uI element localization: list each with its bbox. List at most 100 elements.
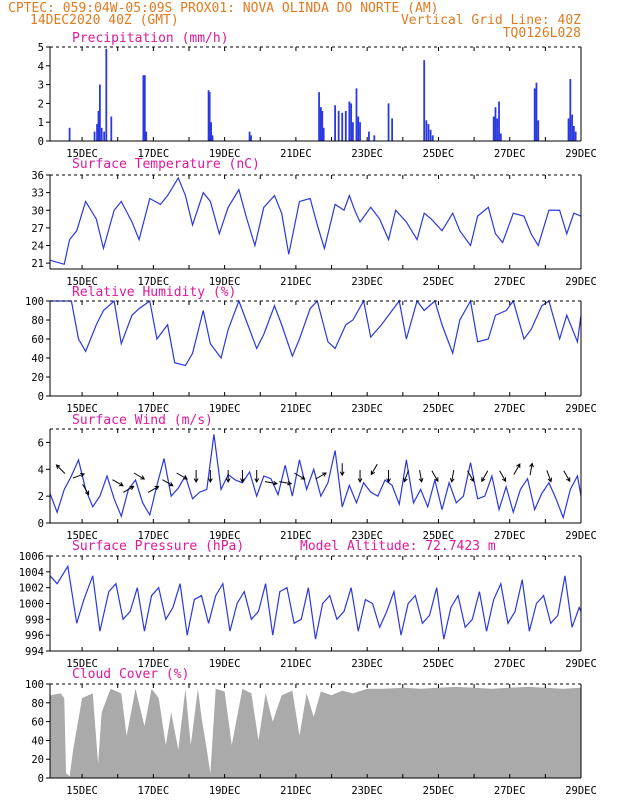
wind-xtick-label: 25DEC bbox=[423, 530, 455, 542]
precip-bar bbox=[96, 124, 98, 141]
header-run-time: 14DEC2020 40Z (GMT) bbox=[30, 13, 179, 28]
precip-bar bbox=[574, 131, 577, 141]
precip-bar bbox=[535, 82, 538, 141]
precip-bar bbox=[569, 78, 572, 141]
precip-bar bbox=[103, 131, 106, 141]
cloud-ytick-label: 80 bbox=[31, 698, 44, 710]
wind-arrow bbox=[112, 479, 124, 487]
precip-bar bbox=[248, 131, 251, 141]
wind-ytick-label: 0 bbox=[38, 518, 44, 530]
plot-panels: 0 1 2 3 4 5 15DEC 17DEC 19DEC 21DEC 23DEC 25DEC 27DE… bbox=[19, 42, 597, 797]
temperature-xtick-label: 29DEC bbox=[565, 276, 597, 288]
cloud-ytick-label: 0 bbox=[38, 773, 44, 785]
wind-ytick-label: 4 bbox=[38, 464, 44, 476]
precip-bar bbox=[321, 110, 324, 141]
humidity-ytick-label: 100 bbox=[25, 296, 44, 308]
humidity-ytick-label: 60 bbox=[31, 334, 44, 346]
cloud-xtick-label: 19DEC bbox=[209, 785, 241, 797]
precip-bar bbox=[250, 135, 252, 141]
wind-arrow bbox=[147, 485, 160, 493]
wind-arrow bbox=[513, 463, 521, 475]
humidity-xtick-label: 15DEC bbox=[66, 403, 98, 415]
wind-xtick-label: 23DEC bbox=[351, 530, 383, 542]
wind-arrow bbox=[133, 472, 146, 480]
precip-bar bbox=[431, 135, 434, 141]
wind-arrow bbox=[122, 485, 135, 493]
cloud-xtick-label: 21DEC bbox=[280, 785, 312, 797]
precip-xtick-label: 23DEC bbox=[351, 148, 383, 160]
humidity-ytick-label: 80 bbox=[31, 315, 44, 327]
wind-xtick-label: 15DEC bbox=[66, 530, 98, 542]
precip-ytick-label: 1 bbox=[38, 117, 44, 129]
humidity-xtick-label: 19DEC bbox=[209, 403, 241, 415]
humidity-xtick-label: 27DEC bbox=[494, 403, 526, 415]
humidity-xtick-label: 21DEC bbox=[280, 403, 312, 415]
precip-xtick-label: 21DEC bbox=[280, 148, 312, 160]
temperature-xtick-label: 21DEC bbox=[280, 276, 312, 288]
cloud-title: Cloud Cover (%) bbox=[72, 667, 189, 682]
temperature-xtick-label: 27DEC bbox=[494, 276, 526, 288]
pressure-ytick-label: 1004 bbox=[19, 567, 44, 579]
precip-xtick-label: 29DEC bbox=[565, 148, 597, 160]
wind-arrow bbox=[481, 470, 489, 483]
wind-arrow bbox=[55, 464, 66, 474]
precip-bar bbox=[499, 133, 502, 141]
precip-bar bbox=[105, 48, 108, 141]
humidity-ytick-label: 20 bbox=[31, 372, 44, 384]
precip-bar bbox=[68, 127, 71, 141]
precip-bar bbox=[145, 131, 148, 141]
precip-bar bbox=[318, 92, 320, 141]
wind-arrow bbox=[254, 470, 260, 484]
precip-bar bbox=[357, 116, 360, 141]
precip-bar bbox=[355, 88, 358, 141]
temperature-title: Surface Temperature (nC) bbox=[72, 157, 260, 172]
wind-arrow bbox=[529, 462, 534, 476]
precip-bar bbox=[341, 112, 344, 141]
precip-bar bbox=[373, 135, 376, 141]
temperature-line bbox=[49, 176, 582, 266]
precip-bar bbox=[572, 125, 575, 141]
precip-bar bbox=[494, 107, 497, 141]
precip-xtick-label: 15DEC bbox=[66, 148, 98, 160]
precip-bar bbox=[208, 92, 211, 141]
precip-bar bbox=[567, 118, 570, 141]
wind-arrow bbox=[431, 470, 439, 483]
cloud-xtick-label: 15DEC bbox=[66, 785, 98, 797]
temperature-ytick-label: 36 bbox=[31, 170, 44, 182]
wind-ytick-label: 2 bbox=[38, 491, 44, 503]
wind-xtick-label: 17DEC bbox=[138, 530, 170, 542]
cloud-ytick-label: 20 bbox=[31, 754, 44, 766]
cloud-area bbox=[50, 686, 581, 778]
pressure-xtick-label: 27DEC bbox=[494, 658, 526, 670]
pressure-ytick-label: 998 bbox=[25, 614, 44, 626]
wind-xtick-label: 29DEC bbox=[565, 530, 597, 542]
precip-bar bbox=[368, 131, 370, 141]
pressure-xtick-label: 15DEC bbox=[66, 658, 98, 670]
temperature-ytick-label: 30 bbox=[31, 205, 44, 217]
temperature-xtick-label: 19DEC bbox=[209, 276, 241, 288]
pressure-ytick-label: 994 bbox=[25, 646, 44, 658]
precip-bar bbox=[334, 105, 336, 141]
temperature-ytick-label: 24 bbox=[31, 241, 44, 253]
wind-xtick-label: 19DEC bbox=[209, 530, 241, 542]
precip-bar bbox=[337, 110, 340, 141]
temperature-ytick-label: 21 bbox=[31, 258, 44, 270]
wind-title: Surface Wind (m/s) bbox=[72, 413, 213, 428]
precip-bar bbox=[93, 131, 96, 141]
precip-bar bbox=[423, 60, 426, 141]
pressure-xtick-label: 21DEC bbox=[280, 658, 312, 670]
precip-ytick-label: 5 bbox=[38, 42, 44, 54]
precip-bar bbox=[350, 103, 353, 141]
wind-arrow bbox=[162, 479, 174, 487]
temperature-xtick-label: 15DEC bbox=[66, 276, 98, 288]
precip-bar bbox=[492, 116, 495, 141]
pressure-title: Surface Pressure (hPa) bbox=[72, 539, 244, 554]
pressure-xtick-label: 25DEC bbox=[423, 658, 455, 670]
wind-arrow bbox=[279, 480, 293, 486]
precip-bar bbox=[110, 116, 113, 141]
pressure-xtick-label: 23DEC bbox=[351, 658, 383, 670]
wind-arrow bbox=[176, 472, 188, 480]
precip-bar bbox=[533, 88, 536, 141]
precip-bar bbox=[537, 120, 540, 141]
